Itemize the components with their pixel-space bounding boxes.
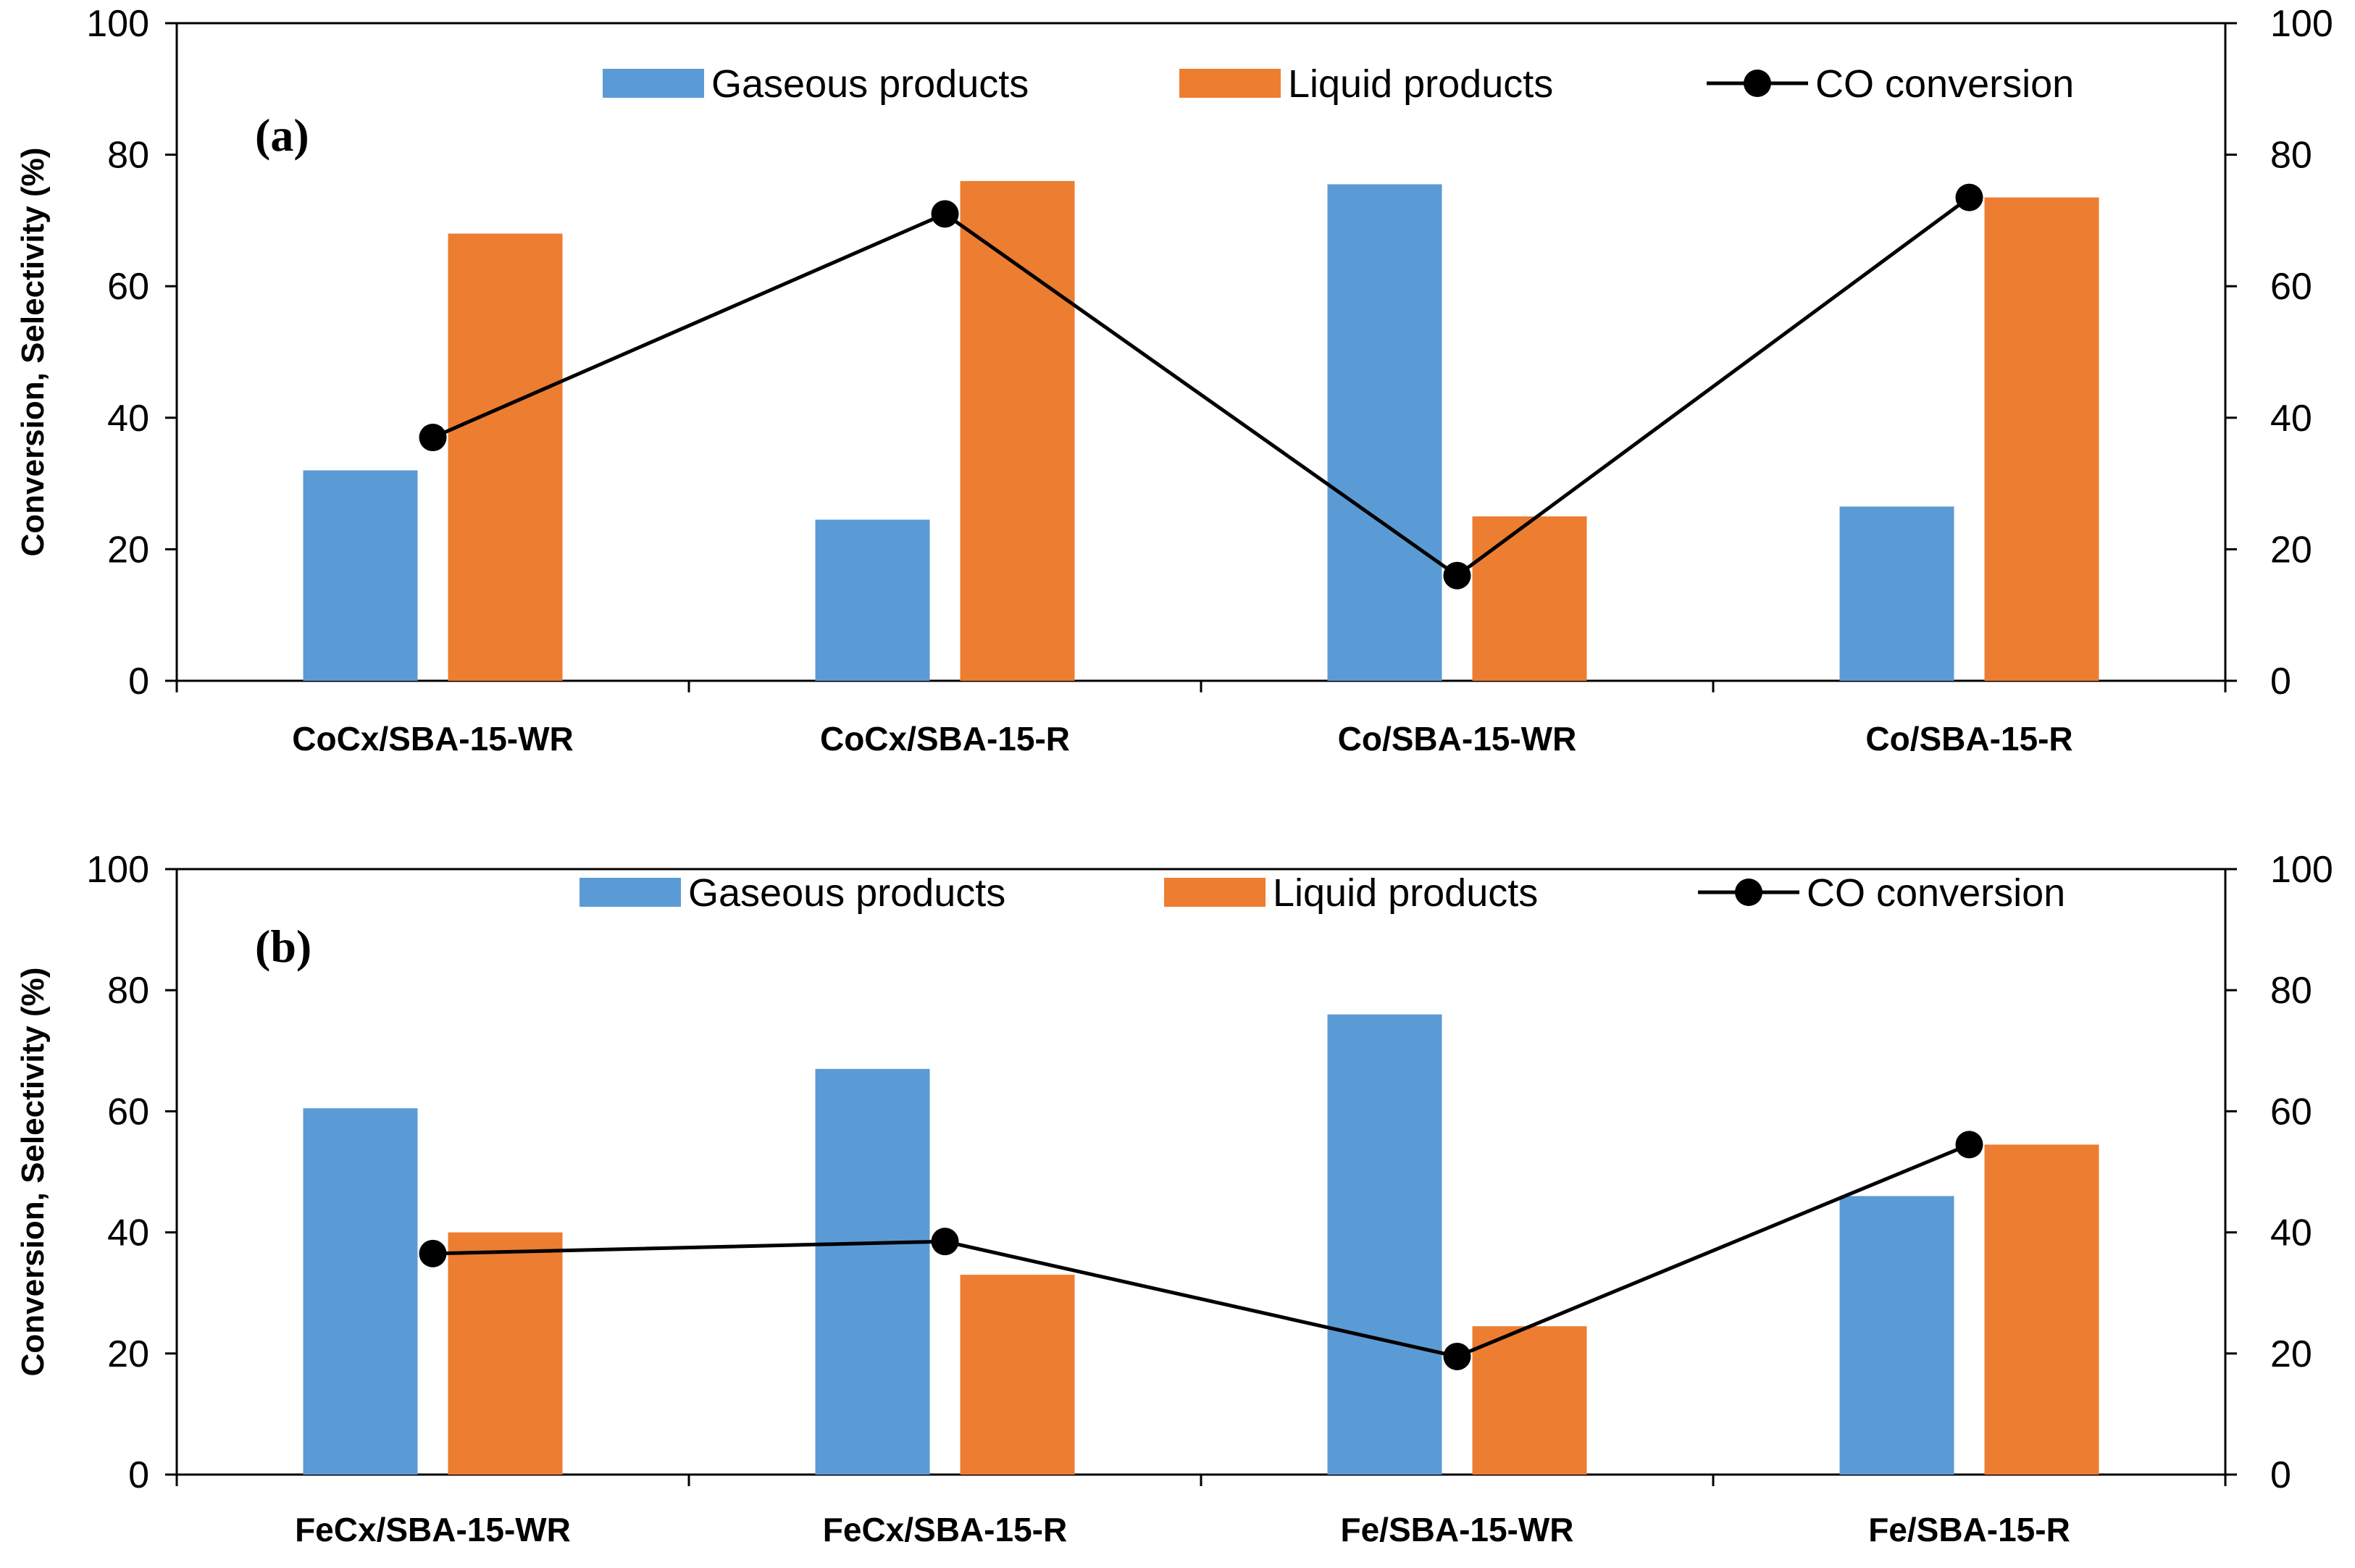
bar-gaseous-4 xyxy=(1839,1196,1954,1475)
y-tick-label: 0 xyxy=(128,661,149,703)
bar-gaseous-4 xyxy=(1839,506,1954,681)
bar-liquid-2 xyxy=(960,180,1075,682)
bar-gaseous-1 xyxy=(303,1108,418,1475)
y-tick-label: 20 xyxy=(107,1333,149,1375)
chart-panel-a: 0 20 40 60 80 100 0 20 40 60 80 100 CoCx/SBA-15-WR Co… xyxy=(15,3,2333,758)
co-conversion-line xyxy=(432,196,1970,578)
legend-marker-co xyxy=(1744,70,1771,97)
y-tick-label: 40 xyxy=(107,1212,149,1254)
co-conversion-line xyxy=(432,1143,1970,1359)
bar-liquid-1 xyxy=(448,1232,563,1475)
co-conversion-point-2 xyxy=(931,200,959,228)
bar-liquid-4 xyxy=(1984,1144,2099,1475)
legend-swatch-gaseous xyxy=(603,69,704,98)
y2-tick-label: 60 xyxy=(2270,266,2312,308)
co-conversion-point-1 xyxy=(419,424,447,452)
x-category-label: FeCx/SBA-15-WR xyxy=(295,1511,571,1548)
legend-label-gaseous: Gaseous products xyxy=(688,871,1005,915)
co-conversion-point-3 xyxy=(1443,1342,1471,1370)
legend-marker-co xyxy=(1735,879,1762,906)
panel-label: (b) xyxy=(255,921,311,972)
bar-gaseous-2 xyxy=(815,519,930,681)
y2-tick-label: 80 xyxy=(2270,135,2312,177)
x-category-label: Co/SBA-15-WR xyxy=(1338,720,1577,758)
y-axis-label: Conversion, Selectivity (%) xyxy=(15,148,51,557)
y2-tick-label: 0 xyxy=(2270,1454,2291,1496)
legend-swatch-liquid xyxy=(1179,69,1281,98)
x-category-label: CoCx/SBA-15-R xyxy=(820,720,1070,758)
y-tick-label: 60 xyxy=(107,266,149,308)
bar-liquid-3 xyxy=(1472,516,1587,681)
co-conversion-point-4 xyxy=(1955,183,1983,211)
chart-panel-b: 0 20 40 60 80 100 0 20 40 60 80 100 FeCx/SBA-15-WR Fe… xyxy=(15,849,2333,1548)
y2-tick-label: 100 xyxy=(2270,3,2333,45)
y-tick-label: 80 xyxy=(107,970,149,1012)
x-category-label: FeCx/SBA-15-R xyxy=(823,1511,1067,1548)
bar-liquid-1 xyxy=(448,233,563,681)
y2-tick-label: 40 xyxy=(2270,398,2312,440)
y2-tick-label: 0 xyxy=(2270,661,2291,703)
y2-tick-label: 100 xyxy=(2270,849,2333,891)
y-tick-label: 80 xyxy=(107,135,149,177)
co-conversion-point-2 xyxy=(931,1228,959,1256)
y-tick-label: 100 xyxy=(86,849,149,891)
y2-tick-label: 20 xyxy=(2270,1333,2312,1375)
y-axis-label: Conversion, Selectivity (%) xyxy=(15,968,51,1377)
y-tick-label: 40 xyxy=(107,398,149,440)
bar-liquid-2 xyxy=(960,1275,1075,1475)
legend-label-liquid: Liquid products xyxy=(1288,62,1553,106)
bar-gaseous-1 xyxy=(303,470,418,681)
y-tick-label: 0 xyxy=(128,1454,149,1496)
legend-swatch-gaseous xyxy=(580,878,681,907)
legend-swatch-liquid xyxy=(1164,878,1266,907)
y-tick-label: 100 xyxy=(86,3,149,45)
x-category-label: Fe/SBA-15-WR xyxy=(1340,1511,1573,1548)
y2-tick-label: 20 xyxy=(2270,529,2312,571)
y2-tick-label: 60 xyxy=(2270,1091,2312,1133)
y2-tick-label: 40 xyxy=(2270,1212,2312,1254)
bar-gaseous-2 xyxy=(815,1068,930,1475)
co-conversion-point-3 xyxy=(1443,561,1471,590)
bar-gaseous-3 xyxy=(1327,1014,1442,1475)
panel-label: (a) xyxy=(255,109,309,161)
bar-gaseous-3 xyxy=(1327,184,1442,681)
co-conversion-point-1 xyxy=(419,1239,447,1267)
co-conversion-point-4 xyxy=(1955,1131,1983,1159)
y-tick-label: 60 xyxy=(107,1091,149,1133)
y2-tick-label: 80 xyxy=(2270,970,2312,1012)
x-category-label: Fe/SBA-15-R xyxy=(1868,1511,2070,1548)
legend-label-liquid: Liquid products xyxy=(1273,871,1538,915)
legend-label-co: CO conversion xyxy=(1815,62,2074,106)
bar-liquid-3 xyxy=(1472,1326,1587,1475)
x-category-label: CoCx/SBA-15-WR xyxy=(292,720,573,758)
x-category-label: Co/SBA-15-R xyxy=(1865,720,2072,758)
legend-label-gaseous: Gaseous products xyxy=(711,62,1029,106)
y-tick-label: 20 xyxy=(107,529,149,571)
legend-label-co: CO conversion xyxy=(1807,871,2065,915)
bar-liquid-4 xyxy=(1984,197,2099,681)
